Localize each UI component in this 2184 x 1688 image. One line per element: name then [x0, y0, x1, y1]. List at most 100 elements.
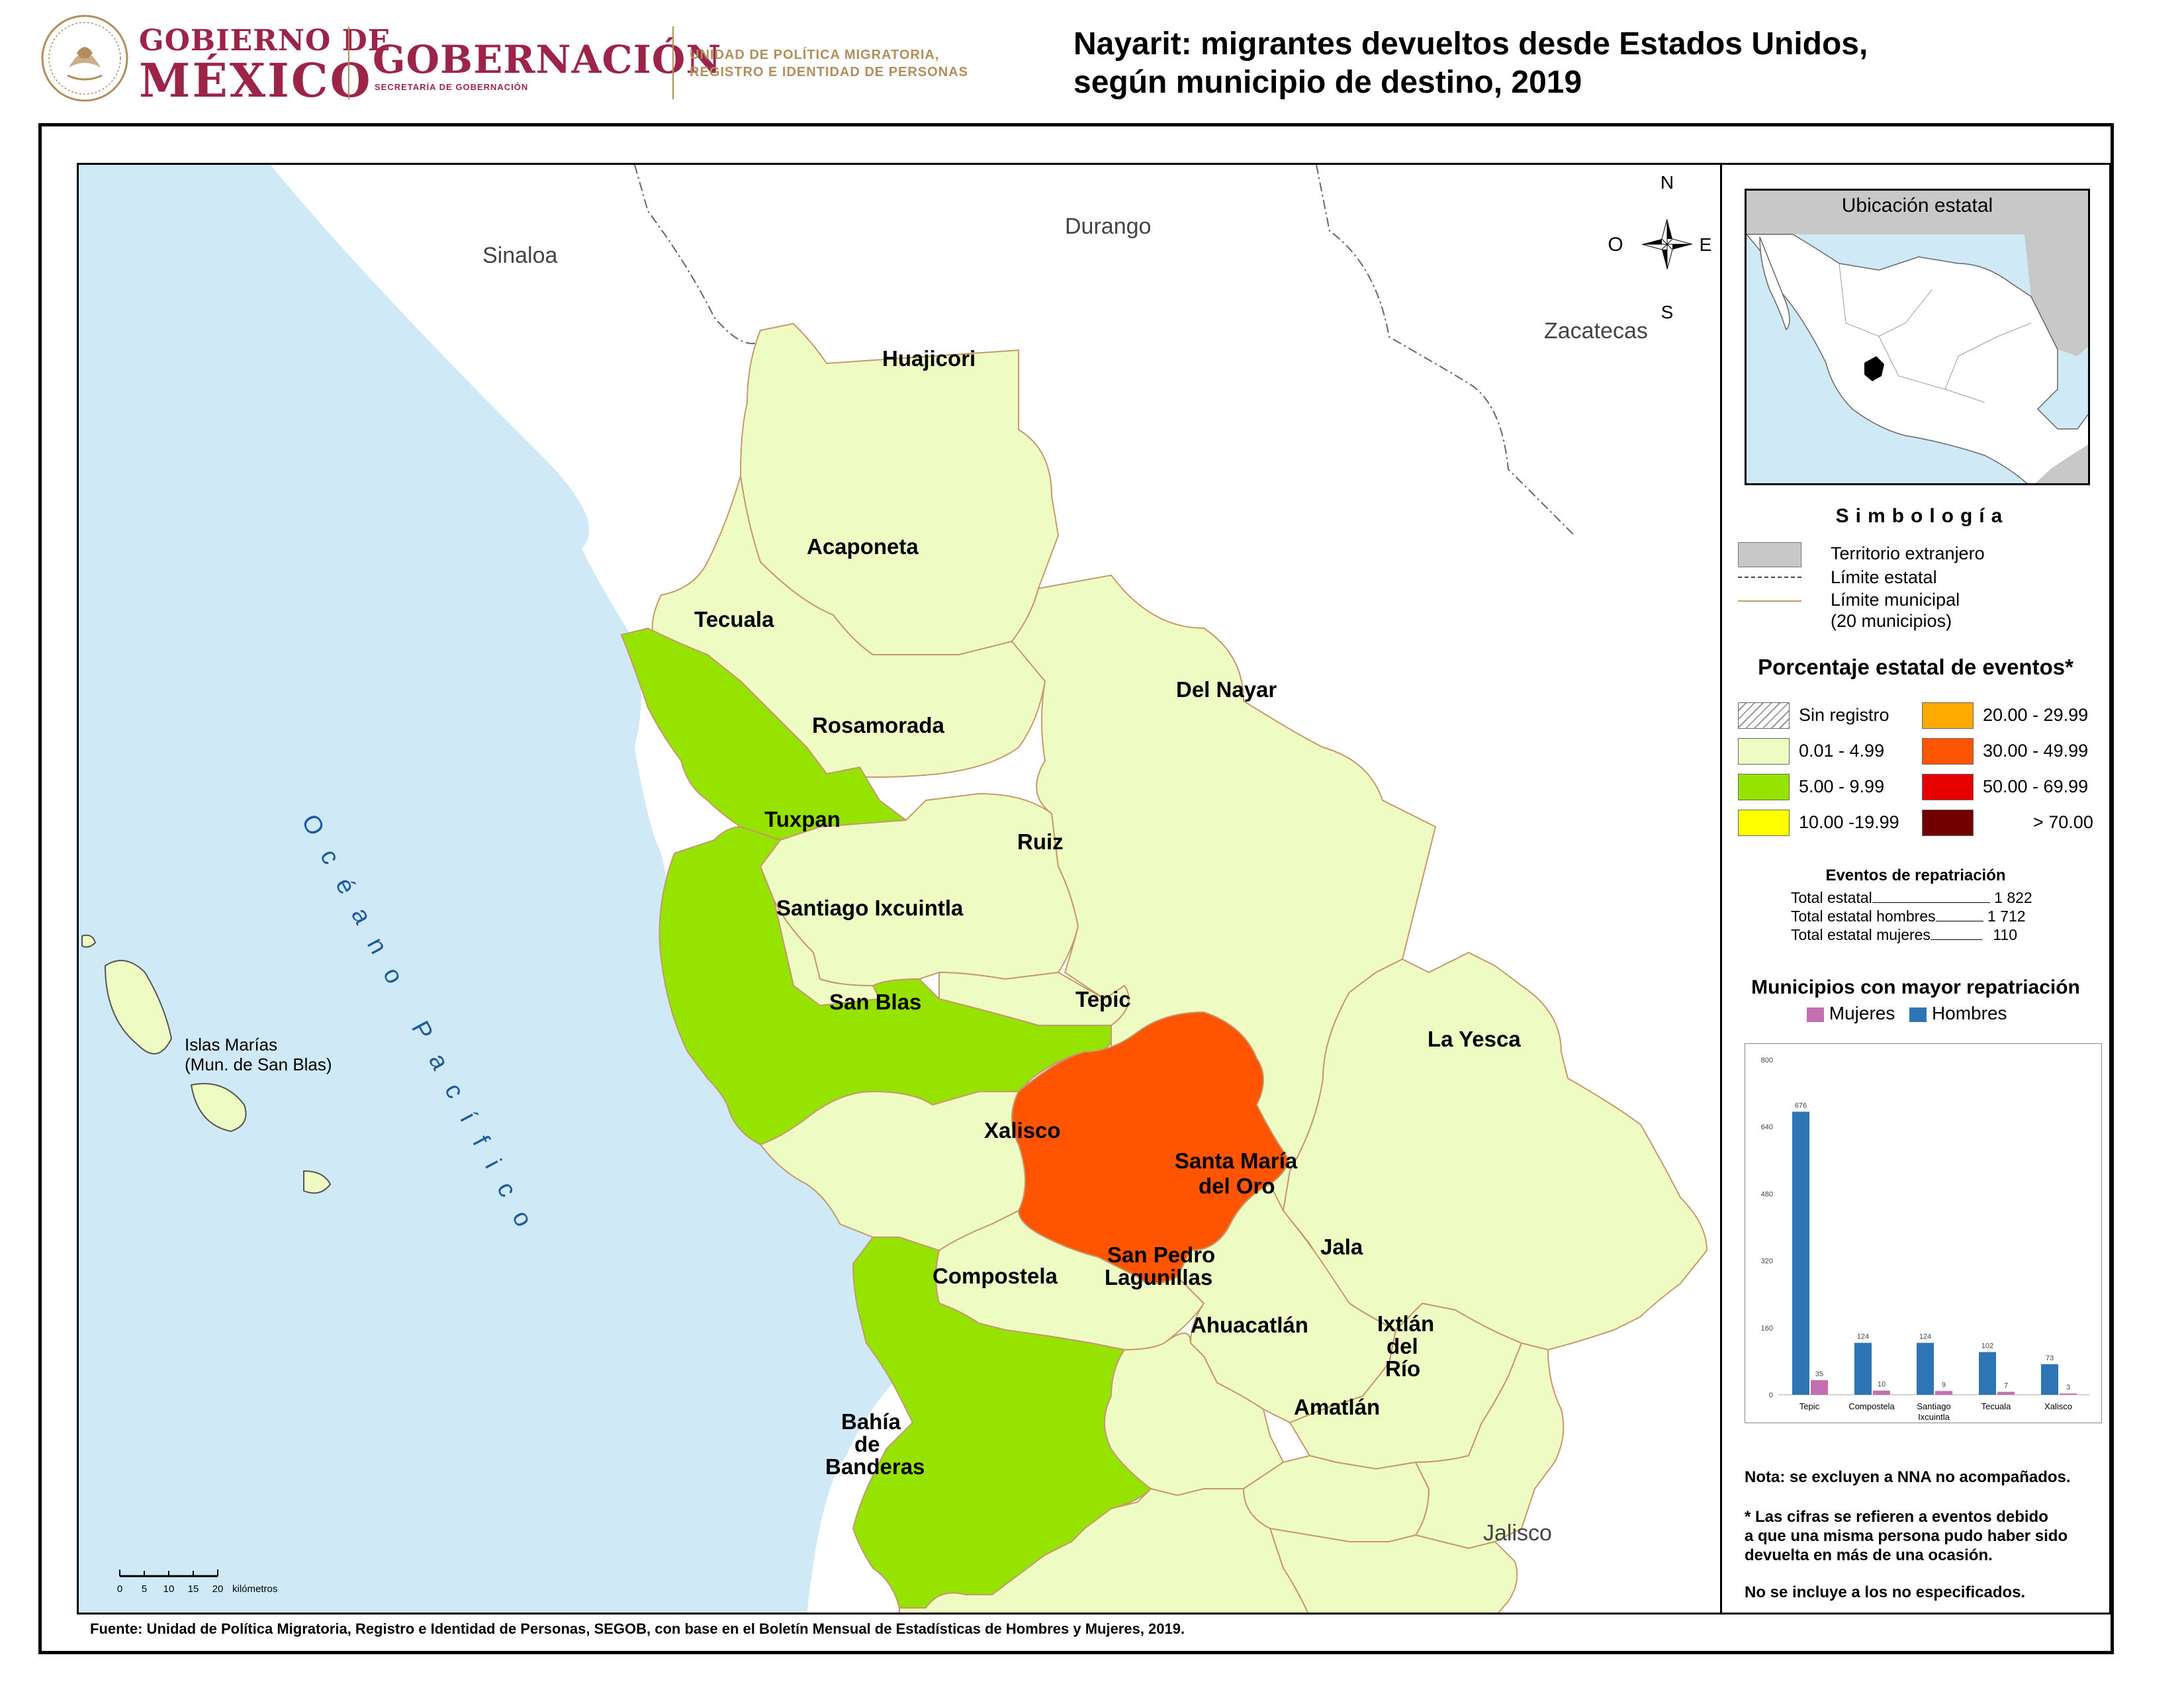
rep-mujeres-label: Total estatal mujeres	[1791, 926, 1931, 943]
bar-mujeres	[2060, 1393, 2077, 1395]
label-bahia-line2: de	[854, 1432, 880, 1456]
class-label: 5.00 - 9.99	[1799, 776, 1885, 796]
page-title: Nayarit: migrantes devueltos desde Estad…	[1073, 25, 1868, 102]
label-tepic: Tepic	[1075, 987, 1131, 1011]
bar-mujeres	[1811, 1380, 1828, 1395]
municipal-boundary-swatch	[1738, 600, 1801, 602]
class-label: 20.00 - 29.99	[1983, 705, 2089, 725]
label-rosamorada: Rosamorada	[812, 713, 945, 737]
bar-mujeres	[1873, 1390, 1890, 1395]
label-santa-maria-line2: del Oro	[1199, 1174, 1275, 1198]
map-panel: N S E O Sinaloa Durango Zacatecas Jalisc…	[77, 163, 1722, 1615]
national-seal-icon	[41, 15, 128, 102]
label-santa-maria-line1: Santa María	[1175, 1149, 1298, 1173]
islas-sublabel: (Mun. de San Blas)	[185, 1055, 332, 1074]
bar-value-label: 35	[1815, 1370, 1823, 1378]
bar-value-label: 124	[1919, 1333, 1931, 1341]
x-tick-label: Ixcuintla	[1918, 1412, 1950, 1422]
bar-hombres	[1792, 1111, 1809, 1395]
label-ixtlan-line2: del	[1387, 1334, 1418, 1358]
label-ixtlan-line1: Ixtlán	[1377, 1311, 1434, 1336]
scale-tick: 10	[163, 1583, 175, 1595]
unidad-line2: REGISTRO E IDENTIDAD DE PERSONAS	[690, 65, 968, 79]
swatch-sin-registro	[1738, 702, 1790, 729]
x-tick-label: Compostela	[1848, 1401, 1895, 1411]
x-tick-label: Tepic	[1799, 1401, 1820, 1411]
municipio-acaponeta	[651, 475, 1046, 778]
scale-bar: 0 5 10 15 20 kilómetros	[117, 1570, 277, 1595]
municipio-tecuala	[620, 627, 908, 841]
chart-legend: Mujeres Hombres	[1807, 1003, 2007, 1024]
bar-value-label: 73	[2046, 1354, 2054, 1362]
secretaria-subtitle: SECRETARÍA DE GOBERNACIÓN	[375, 82, 529, 92]
swatch-30-50	[1922, 738, 1974, 765]
rep-leader	[1872, 891, 1990, 903]
state-label-sinaloa: Sinaloa	[482, 243, 558, 268]
mujeres-swatch	[1807, 1007, 1824, 1022]
simbologia-title: Simbología	[1835, 505, 2009, 527]
y-tick-label: 160	[1761, 1325, 1773, 1333]
bar-hombres	[1854, 1342, 1872, 1395]
note-no-especificados: No se incluye a los no especificados.	[1745, 1583, 2026, 1601]
label-ixtlan-line3: Río	[1385, 1356, 1420, 1381]
title-line2: según municipio de destino, 2019	[1073, 65, 1582, 100]
state-boundary	[634, 165, 1575, 536]
rep-hombres-row: Total estatal hombres 1 712	[1791, 908, 2026, 925]
class-label: 30.00 - 49.99	[1983, 741, 2089, 761]
bar-hombres	[1979, 1352, 1996, 1395]
west-label: O	[1608, 234, 1623, 256]
municipio-bahia-de-banderas	[899, 1487, 1309, 1613]
swatch-70-plus	[1922, 810, 1974, 836]
bar-value-label: 3	[2066, 1383, 2070, 1391]
scale-tick: 0	[117, 1583, 122, 1595]
south-label: S	[1661, 302, 1674, 322]
legend-municipal-label: Límite municipal	[1831, 590, 1960, 610]
label-san-pedro-line2: Lagunillas	[1105, 1265, 1212, 1289]
title-line1: Nayarit: migrantes devueltos desde Estad…	[1073, 26, 1868, 62]
gob-line2: MÉXICO	[139, 53, 373, 108]
label-ruiz: Ruiz	[1017, 829, 1064, 854]
bar-value-label: 9	[1942, 1381, 1946, 1389]
label-tuxpan: Tuxpan	[764, 807, 841, 831]
map-frame	[38, 123, 2114, 1654]
legend-extranjero-label: Territorio extranjero	[1831, 543, 1985, 563]
rep-total-label: Total estatal	[1791, 889, 1872, 906]
chart-title: Municipios con mayor repatriación	[1751, 976, 2080, 998]
rep-total-value: 1 822	[1994, 889, 2032, 906]
label-compostela: Compostela	[933, 1264, 1058, 1288]
state-label-jalisco: Jalisco	[1483, 1521, 1552, 1546]
repatriation-bar-chart: 0 160 320 480 640 800 676 35 Tepic 124 10 Compostel…	[1745, 1043, 2102, 1423]
scale-tick: 5	[142, 1583, 147, 1595]
scale-tick: 20	[212, 1583, 224, 1595]
east-label: E	[1700, 234, 1712, 255]
swatch-mid	[1738, 774, 1790, 800]
label-santiago-ixcuintla: Santiago Ixcuintla	[776, 896, 964, 920]
y-tick-label: 640	[1761, 1123, 1773, 1131]
rep-total-row: Total estatal 1 822	[1791, 889, 2032, 907]
hombres-swatch	[1909, 1007, 1927, 1022]
note-events: * Las cifras se refieren a eventos debid…	[1745, 1507, 2068, 1565]
swatch-low	[1738, 738, 1790, 765]
label-jala: Jala	[1320, 1235, 1363, 1259]
bar-value-label: 102	[1981, 1342, 1993, 1350]
bar-chart-svg: 0 160 320 480 640 800 676 35 Tepic 124 10 Compostel…	[1761, 1056, 2089, 1422]
nayarit-map: N S E O Sinaloa Durango Zacatecas Jalisc…	[79, 165, 1720, 1613]
label-tecuala: Tecuala	[694, 607, 774, 632]
x-tick-label: Santiago	[1917, 1401, 1950, 1411]
state-label-zacatecas: Zacatecas	[1544, 318, 1648, 344]
legend-panel: Ubicación estatal Simbología Territorio …	[1720, 163, 2111, 1615]
percentage-legend-title: Porcentaje estatal de eventos*	[1758, 655, 2073, 679]
class-label: Sin registro	[1799, 705, 1889, 725]
x-tick-label: Tecuala	[1981, 1401, 2012, 1411]
legend-mujeres: Mujeres	[1829, 1003, 1895, 1023]
label-del-nayar: Del Nayar	[1176, 677, 1277, 702]
class-label: > 70.00	[2033, 812, 2093, 832]
y-tick-label: 800	[1761, 1056, 1773, 1064]
bar-hombres	[2041, 1364, 2058, 1395]
rep-mujeres-value: 110	[1993, 926, 2017, 943]
north-arrow-icon	[1641, 218, 1693, 270]
inset-svg	[1747, 191, 2088, 483]
rep-hombres-value: 1 712	[1987, 908, 2026, 925]
label-huajicori: Huajicori	[882, 346, 976, 371]
island	[104, 960, 173, 1055]
